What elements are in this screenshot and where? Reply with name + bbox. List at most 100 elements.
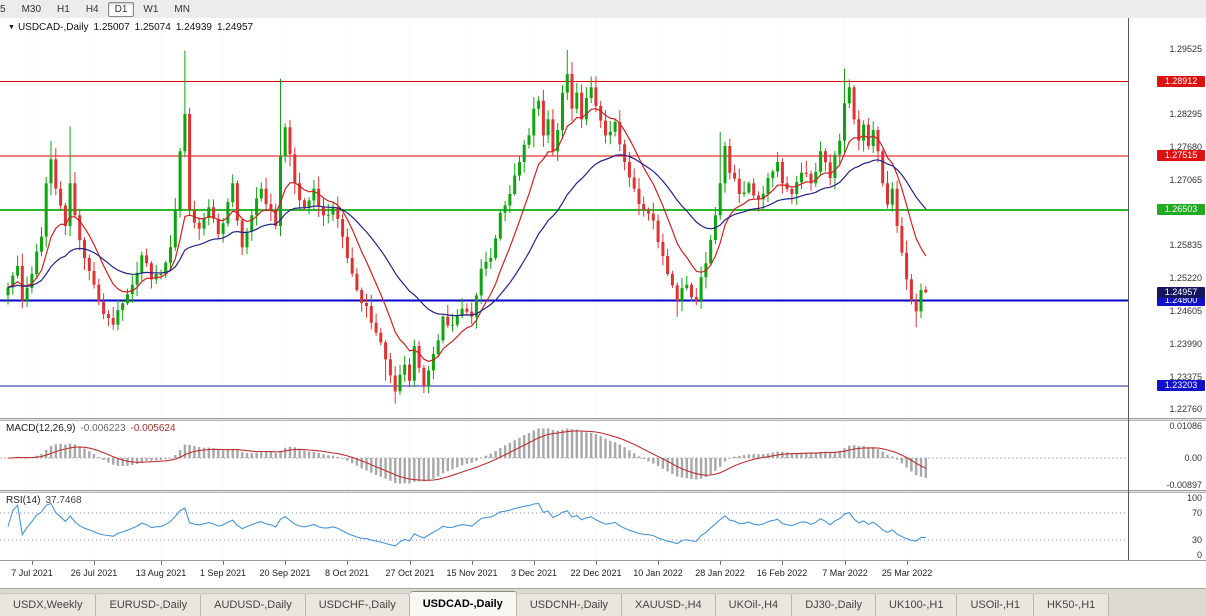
timeframe-button-w1[interactable]: W1 [143, 3, 159, 15]
tab-audusd-daily[interactable]: AUDUSD-,Daily [201, 593, 306, 616]
tab-hk50-h1[interactable]: HK50-,H1 [1033, 593, 1110, 616]
time-tick-label: 10 Jan 2022 [633, 568, 683, 578]
price-tick-label: 1.27065 [1169, 175, 1202, 185]
time-tick-mark [410, 561, 411, 565]
time-axis[interactable]: 7 Jul 2021 26 Jul 2021 13 Aug 2021 1 Sep 20… [0, 560, 1206, 588]
rsi-tick-label: 100 [1186, 493, 1202, 503]
time-tick-label: 8 Oct 2021 [324, 568, 370, 578]
chart-ohlc-header: ▼ USDCAD-,Daily 1.25007 1.25074 1.24939 1.249… [8, 22, 258, 33]
timeframe-button-m30[interactable]: M30 [21, 3, 42, 15]
time-tick-mark [472, 561, 473, 565]
macd-tick-label: 0.00 [1184, 453, 1202, 463]
macd-header: MACD(12,26,9) -0.006223 -0.005624 [6, 423, 181, 434]
panel-splitter[interactable] [0, 490, 1206, 493]
rsi-tick-label: 70 [1191, 508, 1202, 518]
time-tick-mark [782, 561, 783, 565]
resistance-badge-2: 1.27515 [1157, 150, 1205, 161]
timeframe-toolbar: 5 M30 H1 H4 D1 W1 MN [0, 0, 1206, 19]
ma-fast-line [7, 108, 927, 362]
panel-splitter[interactable] [0, 418, 1206, 421]
price-tick-label: 1.27680 [1169, 142, 1202, 152]
tab-usdchf-daily[interactable]: USDCHF-,Daily [305, 593, 410, 616]
tab-usdx-weekly[interactable]: USDX,Weekly [0, 593, 97, 616]
timeframe-button-h4[interactable]: H4 [85, 3, 99, 15]
tab-usdcnh-daily[interactable]: USDCNH-,Daily [516, 593, 623, 616]
price-tick-label: 1.22760 [1169, 404, 1202, 414]
time-tick-label: 26 Jul 2021 [70, 568, 118, 578]
rsi-panel[interactable]: RSI(14) 37.7468 [0, 493, 1128, 560]
time-tick-label: 7 Mar 2022 [822, 568, 868, 578]
price-tick-label: 1.29525 [1169, 44, 1202, 54]
rsi-value: 37.7468 [45, 495, 82, 506]
macd-signal-value: -0.005624 [130, 423, 176, 434]
time-tick-label: 16 Feb 2022 [756, 568, 808, 578]
time-tick-mark [32, 561, 33, 565]
time-tick-mark [658, 561, 659, 565]
chart-symbol-label: USDCAD-,Daily [17, 22, 89, 33]
tab-ukoil-h4[interactable]: UKOil-,H4 [715, 593, 793, 616]
time-tick-mark [720, 561, 721, 565]
price-tick-label: 1.28295 [1169, 109, 1202, 119]
time-tick-mark [534, 561, 535, 565]
macd-label: MACD(12,26,9) [6, 423, 76, 434]
time-tick-label: 27 Oct 2021 [385, 568, 435, 578]
current-price-badge: 1.24957 [1157, 287, 1205, 298]
rsi-tick-label: 30 [1191, 535, 1202, 545]
tab-xauusd-h4[interactable]: XAUUSD-,H4 [622, 593, 716, 616]
timeframe-button-mn[interactable]: MN [174, 3, 190, 15]
macd-panel[interactable]: MACD(12,26,9) -0.006223 -0.005624 [0, 421, 1128, 490]
price-panel[interactable]: ▼ USDCAD-,Daily 1.25007 1.25074 1.24939 1.249… [0, 18, 1128, 418]
macd-main-value: -0.006223 [80, 423, 126, 434]
time-tick-mark [907, 561, 908, 565]
ma-slow-line [7, 154, 927, 317]
timeframe-button-h1[interactable]: H1 [57, 3, 70, 15]
tab-dj30-daily[interactable]: DJ30-,Daily [792, 593, 877, 616]
price-tick-label: 1.24605 [1169, 306, 1202, 316]
time-tick-mark [845, 561, 846, 565]
price-axis[interactable]: 1.29525 1.28295 1.27680 1.27065 1.25835 1.252… [1129, 18, 1206, 418]
time-tick-label: 22 Dec 2021 [570, 568, 622, 578]
price-tick-label: 1.23375 [1169, 372, 1202, 382]
tab-uk100-h1[interactable]: UK100-,H1 [876, 593, 958, 616]
time-tick-label: 15 Nov 2021 [446, 568, 498, 578]
chart-low-value: 1.24939 [175, 22, 212, 33]
time-tick-label: 13 Aug 2021 [135, 568, 187, 578]
time-tick-mark [285, 561, 286, 565]
candles-group [6, 50, 928, 404]
macd-signal-line [7, 430, 927, 481]
timeframe-button-d1[interactable]: D1 [107, 1, 135, 17]
macd-axis[interactable]: 0.01086 0.00 -0.00897 [1129, 421, 1206, 490]
rsi-tick-label: 0 [1196, 550, 1202, 560]
chart-high-value: 1.25074 [134, 22, 171, 33]
price-plot[interactable] [0, 18, 1128, 418]
time-tick-label: 28 Jan 2022 [695, 568, 745, 578]
rsi-line [7, 502, 926, 547]
macd-histogram [6, 428, 927, 484]
time-tick-mark [347, 561, 348, 565]
time-tick-label: 1 Sep 2021 [199, 568, 247, 578]
time-tick-mark [596, 561, 597, 565]
tab-usoil-h1[interactable]: USOil-,H1 [957, 593, 1034, 616]
chart-dropdown-icon: ▼ [8, 24, 15, 31]
rsi-label: RSI(14) [6, 495, 41, 506]
time-tick-label: 20 Sep 2021 [259, 568, 311, 578]
green-level-badge: 1.26503 [1157, 204, 1205, 215]
time-tick-mark [161, 561, 162, 565]
macd-tick-label: -0.00897 [1166, 480, 1202, 490]
price-tick-label: 1.25835 [1169, 240, 1202, 250]
tab-eurusd-daily[interactable]: EURUSD-,Daily [96, 593, 202, 616]
macd-plot[interactable] [0, 421, 1128, 490]
chart-open-value: 1.25007 [93, 22, 130, 33]
timeframe-button-5[interactable]: 5 [0, 3, 6, 15]
time-tick-label: 25 Mar 2022 [881, 568, 933, 578]
rsi-axis[interactable]: 100 70 30 0 [1129, 493, 1206, 560]
price-tick-label: 1.25220 [1169, 273, 1202, 283]
support-badge-2: 1.23203 [1157, 380, 1205, 391]
time-tick-label: 3 Dec 2021 [510, 568, 558, 578]
support-badge-1: 1.24800 [1157, 295, 1205, 306]
rsi-plot[interactable] [0, 493, 1128, 560]
tab-usdcad-daily[interactable]: USDCAD-,Daily [409, 591, 517, 616]
axis-separator-line [1128, 18, 1129, 588]
time-tick-mark [223, 561, 224, 565]
